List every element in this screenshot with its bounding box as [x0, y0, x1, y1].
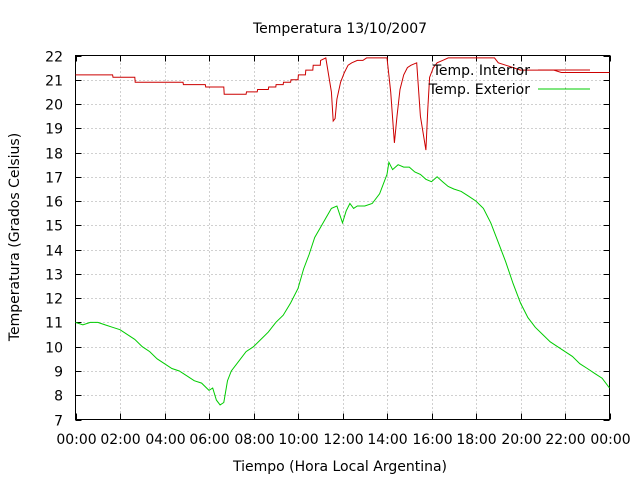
grid — [75, 55, 610, 420]
legend: Temp. Interior Temp. Exterior — [428, 63, 590, 98]
series-line-exterior — [75, 160, 610, 406]
y-tick-label: 12 — [45, 292, 63, 308]
x-tick-label: 00:00 — [590, 432, 630, 448]
y-tick-label: 19 — [45, 122, 63, 138]
legend-label-interior: Temp. Interior — [432, 63, 531, 79]
x-tick-label: 02:00 — [100, 432, 140, 448]
y-tick-label: 21 — [45, 74, 63, 90]
y-tick-label: 22 — [45, 50, 63, 66]
x-tick-label: 18:00 — [456, 432, 496, 448]
y-tick-label: 8 — [54, 389, 63, 405]
x-axis-label: Tiempo (Hora Local Argentina) — [232, 459, 447, 475]
x-tick-label: 14:00 — [367, 432, 407, 448]
y-tick-label: 14 — [45, 244, 63, 260]
y-tick-label: 9 — [54, 365, 63, 381]
y-tick-label: 16 — [45, 195, 63, 211]
x-tick-label: 00:00 — [56, 432, 96, 448]
y-tick-label: 17 — [45, 171, 63, 187]
y-tick-label: 10 — [45, 341, 63, 357]
x-tick-label: 16:00 — [412, 432, 452, 448]
y-tick-label: 15 — [45, 219, 63, 235]
y-tick-label: 11 — [45, 316, 63, 332]
x-tick-label: 04:00 — [145, 432, 185, 448]
series-line-interior — [75, 57, 610, 151]
x-tick-label: 22:00 — [545, 432, 585, 448]
x-tick-label: 12:00 — [323, 432, 363, 448]
y-axis-label: Temperatura (Grados Celsius) — [7, 133, 23, 342]
y-tick-label: 13 — [45, 268, 63, 284]
chart-title: Temperatura 13/10/2007 — [252, 21, 427, 37]
y-tick-label: 18 — [45, 147, 63, 163]
x-tick-label: 06:00 — [189, 432, 229, 448]
series-lines — [75, 57, 610, 406]
legend-label-exterior: Temp. Exterior — [428, 82, 531, 98]
y-tick-label: 7 — [54, 414, 63, 430]
x-tick-label: 10:00 — [278, 432, 318, 448]
x-tick-label: 08:00 — [234, 432, 274, 448]
plot-frame — [75, 55, 610, 420]
y-tick-label: 20 — [45, 98, 63, 114]
x-tick-label: 20:00 — [501, 432, 541, 448]
